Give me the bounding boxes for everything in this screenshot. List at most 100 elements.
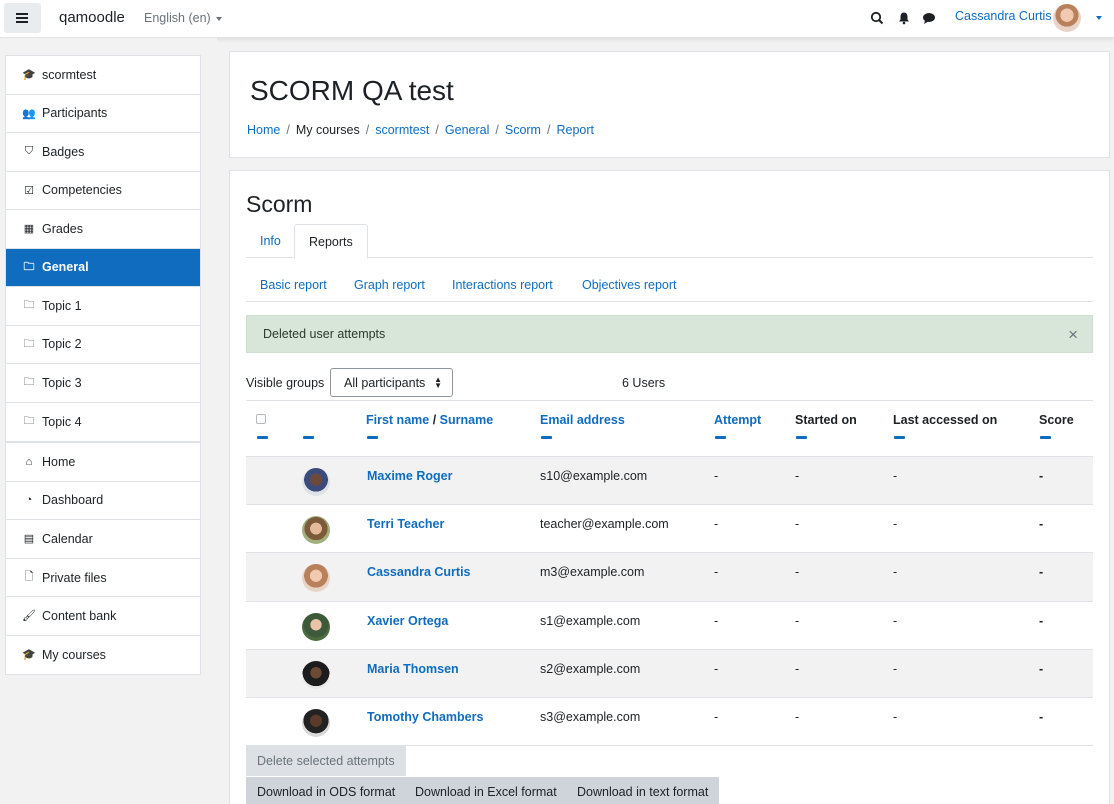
collapse-column-icon[interactable] [367,436,378,439]
language-menu[interactable]: English (en) [144,11,222,25]
breadcrumb-scorm[interactable]: Scorm [504,123,541,137]
folder-icon: 🗀 [23,299,35,312]
avatar[interactable] [302,660,330,689]
collapse-column-icon[interactable] [796,436,807,439]
sidebar-item-topic-3[interactable]: 🗀 Topic 3 [6,364,200,403]
attempt-cell: - [714,565,719,580]
tab-info[interactable]: Info [260,234,281,248]
avatar[interactable] [302,564,330,593]
collapse-column-icon[interactable] [257,436,268,439]
breadcrumb-scormtest[interactable]: scormtest [375,123,430,137]
sidebar-item-home[interactable]: ⌂ Home [6,443,200,482]
breadcrumb-general[interactable]: General [444,123,490,137]
attempt-cell: - [714,517,719,532]
folder-icon: 🗀 [23,260,35,273]
table-row: Maria Thomsen s2@example.com - - - - [246,649,1093,698]
sidebar-item-badges[interactable]: ⛉ Badges [6,133,200,172]
sidebar-item-competencies[interactable]: ☑ Competencies [6,172,200,210]
collapse-column-icon[interactable] [715,436,726,439]
attempt-cell: - [714,709,719,724]
table-row: Maxime Roger s10@example.com - - - - [246,457,1093,506]
last-accessed-cell: - [893,469,898,483]
table-icon: ▦ [23,223,35,236]
sidebar-item-private-files[interactable]: 🗋 Private files [6,559,200,598]
breadcrumb-report[interactable]: Report [556,123,594,137]
interactions-report-link[interactable]: Interactions report [452,278,553,292]
groups-select-value: All participants [344,376,426,390]
close-icon[interactable]: × [1068,325,1078,344]
user-name-link[interactable]: Cassandra Curtis [367,565,471,580]
sidebar-item-label: scormtest [42,67,97,82]
visible-groups-select[interactable]: All participants ▲ ▼ [330,368,453,397]
sidebar-item-label: Private files [42,570,107,585]
collapse-column-icon[interactable] [1040,436,1051,439]
sidebar-item-topic-1[interactable]: 🗀 Topic 1 [6,287,200,326]
basic-report-link[interactable]: Basic report [260,278,327,292]
download-excel-button[interactable]: Download in Excel format [404,777,568,804]
breadcrumb-separator: / [495,123,499,137]
delete-attempts-button[interactable]: Delete selected attempts [246,746,406,776]
collapse-column-icon[interactable] [303,436,314,439]
user-avatar[interactable] [1053,4,1081,32]
objectives-report-link[interactable]: Objectives report [582,278,677,292]
avatar[interactable] [302,708,330,737]
sort-first-name-link[interactable]: First name [366,413,430,427]
table-row: Xavier Ortega s1@example.com - - - - [246,602,1093,650]
email-cell: m3@example.com [540,565,645,580]
extra-nav-group: 🖌 Content bank 🎓 My courses [5,596,201,675]
breadcrumb: Home / My courses / scormtest / General / Scorm /… [247,123,594,137]
sidebar-item-label: Home [42,454,76,469]
started-cell: - [795,661,800,676]
user-name-link[interactable]: Maria Thomsen [367,661,459,676]
avatar[interactable] [302,516,330,545]
user-name-link[interactable]: Tomothy Chambers [367,709,484,724]
collapse-column-icon[interactable] [894,436,905,439]
sort-email-link[interactable]: Email address [540,413,625,427]
avatar[interactable] [302,612,330,641]
tab-reports[interactable]: Reports [294,224,368,259]
started-cell: - [795,613,800,628]
hamburger-icon [16,13,28,15]
sidebar-item-calendar[interactable]: ▤ Calendar [6,520,200,559]
breadcrumb-home[interactable]: Home [247,123,281,137]
top-navbar: qamoodle English (en) Cassandra Curtis [0,0,1114,38]
bell-icon[interactable] [897,11,911,25]
user-name-link[interactable]: Xavier Ortega [367,613,449,628]
sidebar-item-general[interactable]: 🗀 General [6,248,200,287]
report-type-nav: Basic report Graph report Interactions r… [246,267,1093,302]
sidebar-item-participants[interactable]: 👥 Participants [6,95,200,133]
course-nav-group: 🎓 scormtest 👥 Participants ⛉ Badges ☑ Compet… [5,55,201,442]
caret-down-icon[interactable] [1096,16,1102,20]
sidebar-item-my-courses[interactable]: 🎓 My courses [6,636,200,675]
activity-tabs: Info Reports [246,224,1093,259]
table-header: First name / Surname Email address Attem… [246,400,1093,457]
chat-icon[interactable] [922,11,936,25]
attempts-table: First name / Surname Email address Attem… [246,400,1093,747]
search-icon[interactable] [870,11,884,25]
check-square-icon: ☑ [24,184,34,197]
last-accessed-cell: - [893,661,898,676]
user-name-link[interactable]: Maxime Roger [367,469,453,483]
sidebar-item-content-bank[interactable]: 🖌 Content bank [6,597,200,636]
started-cell: - [795,517,800,532]
sidebar-item-scormtest[interactable]: 🎓 scormtest [6,56,200,95]
avatar[interactable] [302,468,330,496]
sidebar-item-grades[interactable]: ▦ Grades [6,210,200,249]
download-text-button[interactable]: Download in text format [566,777,720,804]
sidebar-item-topic-4[interactable]: 🗀 Topic 4 [6,403,200,442]
sidebar-item-label: Competencies [42,183,122,198]
collapse-column-icon[interactable] [541,436,552,439]
score-header: Score [1039,413,1074,427]
graph-report-link[interactable]: Graph report [354,278,425,292]
site-name[interactable]: qamoodle [59,9,125,26]
sidebar-item-dashboard[interactable]: ◔ Dashboard [6,482,200,520]
download-ods-button[interactable]: Download in ODS format [246,777,407,804]
sidebar-item-label: Dashboard [42,493,104,508]
sort-surname-link[interactable]: Surname [439,413,494,427]
user-name-link[interactable]: Terri Teacher [367,517,445,532]
sort-attempt-link[interactable]: Attempt [714,413,762,427]
sidebar-item-topic-2[interactable]: 🗀 Topic 2 [6,326,200,364]
menu-toggle-button[interactable] [4,3,41,33]
select-all-checkbox[interactable] [256,414,266,424]
user-menu-name[interactable]: Cassandra Curtis [955,9,1052,23]
